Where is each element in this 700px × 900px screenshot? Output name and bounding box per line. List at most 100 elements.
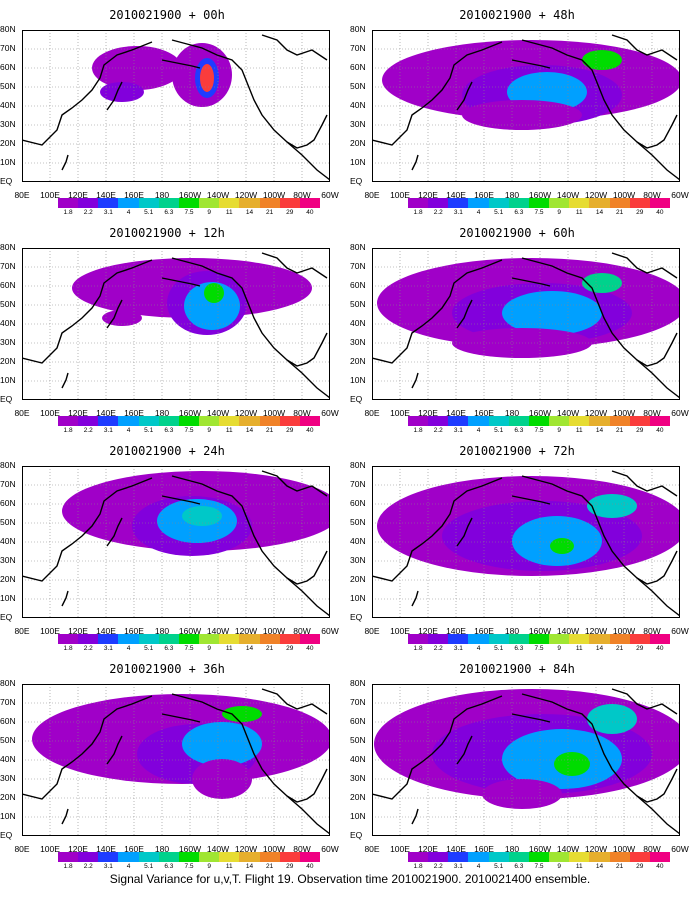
- x-tick-label: 80E: [364, 190, 380, 200]
- colorbar-level-label: 9: [207, 209, 211, 216]
- x-tick-label: 120E: [418, 408, 438, 418]
- colorbar-swatch: [118, 198, 139, 208]
- coastline: [521, 39, 680, 181]
- colorbar-swatch: [428, 852, 449, 862]
- x-tick-label: 120W: [234, 408, 258, 418]
- colorbar-swatch: [259, 852, 280, 862]
- x-tick-label: 140W: [556, 190, 580, 200]
- map-panel: 2010021900 + 24h 80E 100E 120E 140E 160E 180 16…: [0, 438, 339, 654]
- colorbar-swatch: [468, 416, 489, 426]
- x-tick-label: 120W: [584, 408, 608, 418]
- y-tick-label: 80N: [0, 24, 16, 34]
- y-tick-label: 70N: [350, 261, 366, 271]
- colorbar-level-label: 2.2: [433, 863, 443, 870]
- y-tick-label: EQ: [350, 176, 363, 186]
- x-tick-label: 100E: [390, 844, 410, 854]
- x-tick-label: 140W: [556, 408, 580, 418]
- colorbar-level-label: 1.8: [63, 209, 73, 216]
- colorbar-level-label: 3.1: [453, 645, 463, 652]
- colorbar-swatch: [178, 198, 200, 208]
- coastline: [511, 495, 551, 505]
- colorbar-swatch: [629, 634, 650, 644]
- y-tick-label: 10N: [350, 593, 366, 603]
- colorbar-level-label: 40: [306, 645, 314, 652]
- panel-title: 2010021900 + 36h: [109, 662, 225, 676]
- y-tick-label: 60N: [0, 62, 16, 72]
- colorbar-level-label: 9: [207, 863, 211, 870]
- colorbar-level-label: 5.1: [494, 645, 504, 652]
- colorbar-labels: 1.8 2.2 3.1 4 5.1 6.3 7.5 9 11 14 21 29 40: [58, 209, 320, 219]
- colorbar-swatch: [528, 852, 550, 862]
- variance-contour: [102, 310, 142, 326]
- x-tick-label: 100E: [40, 408, 60, 418]
- y-tick-label: 70N: [350, 697, 366, 707]
- x-tick-label: 140E: [446, 408, 466, 418]
- colorbar-level-label: 21: [265, 209, 274, 216]
- y-tick-label: 70N: [0, 43, 16, 53]
- x-tick-label: 120E: [68, 190, 88, 200]
- y-tick-label: EQ: [0, 176, 13, 186]
- colorbar-swatch: [508, 198, 529, 208]
- colorbar-level-label: 4: [126, 427, 131, 434]
- y-tick-label: 10N: [350, 157, 366, 167]
- colorbar-swatch: [299, 852, 321, 862]
- colorbar-swatch: [178, 416, 200, 426]
- colorbar-level-label: 11: [225, 209, 233, 216]
- variance-contour: [582, 50, 622, 70]
- colorbar-level-label: 40: [306, 209, 314, 216]
- y-tick-label: 20N: [350, 574, 366, 584]
- x-tick-label: 120E: [418, 190, 438, 200]
- colorbar-swatch: [508, 634, 529, 644]
- x-tick-label: 160W: [178, 190, 202, 200]
- coastline: [171, 39, 330, 181]
- x-tick-label: 140W: [206, 190, 230, 200]
- colorbar-level-label: 6.3: [514, 427, 524, 434]
- plot-frame: [372, 30, 680, 182]
- y-tick-label: 30N: [0, 555, 16, 565]
- colorbar-level-label: 4: [126, 209, 131, 216]
- variance-contour: [200, 64, 214, 92]
- x-tick-label: 100W: [612, 626, 636, 636]
- coastline: [61, 154, 69, 171]
- x-tick-label: 140E: [96, 190, 116, 200]
- colorbar-swatch: [98, 198, 119, 208]
- coastline: [22, 477, 153, 582]
- colorbar-swatch: [118, 634, 139, 644]
- map-plot: [372, 684, 680, 836]
- colorbar-swatch: [219, 416, 240, 426]
- colorbar-swatch: [279, 852, 300, 862]
- colorbar-swatch: [158, 852, 179, 862]
- colorbar-level-label: 40: [656, 863, 664, 870]
- y-tick-label: 70N: [0, 697, 16, 707]
- colorbar-swatch: [219, 634, 240, 644]
- colorbar-level-label: 5.1: [144, 863, 154, 870]
- colorbar-swatch: [569, 634, 590, 644]
- colorbar-swatch: [428, 198, 449, 208]
- colorbar-level-label: 2.2: [83, 427, 93, 434]
- coastline: [521, 257, 680, 399]
- coastline: [22, 41, 153, 146]
- y-tick-label: 10N: [0, 811, 16, 821]
- plot-frame: [372, 248, 680, 400]
- y-tick-label: EQ: [350, 830, 363, 840]
- x-tick-label: 180: [154, 626, 170, 636]
- coastline: [411, 372, 419, 389]
- x-tick-label: 80E: [14, 408, 30, 418]
- colorbar-swatch: [629, 852, 650, 862]
- y-tick-label: 30N: [350, 555, 366, 565]
- panel-title: 2010021900 + 24h: [109, 444, 225, 458]
- x-tick-label: 80E: [364, 844, 380, 854]
- colorbar-level-label: 4: [476, 427, 481, 434]
- y-tick-label: 80N: [0, 678, 16, 688]
- y-tick-label: 20N: [0, 356, 16, 366]
- colorbar-swatch: [448, 634, 469, 644]
- colorbar-swatch: [259, 198, 280, 208]
- coastline: [261, 470, 328, 497]
- y-tick-label: EQ: [0, 612, 13, 622]
- colorbar: [58, 634, 321, 644]
- coastline: [456, 735, 473, 765]
- x-tick-label: 80W: [643, 626, 661, 636]
- colorbar-level-label: 6.3: [514, 209, 524, 216]
- colorbar-swatch: [408, 634, 429, 644]
- colorbar-level-label: 29: [636, 209, 644, 216]
